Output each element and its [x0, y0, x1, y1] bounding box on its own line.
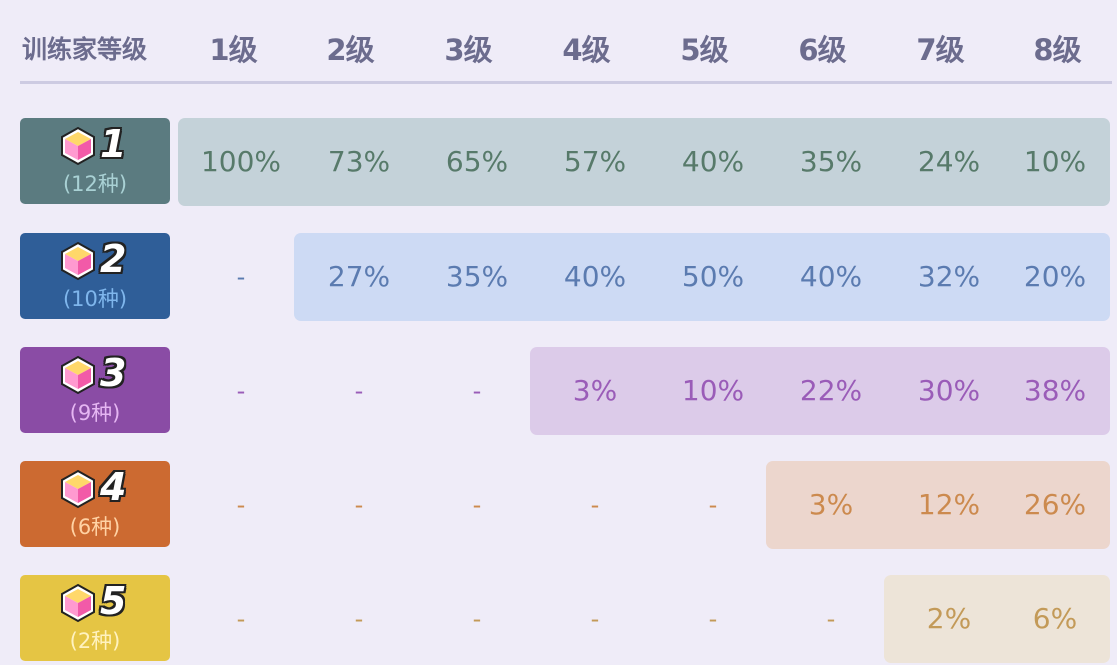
pink-gem-icon [61, 469, 95, 509]
tier-row: 2 (10种) - 27% 35% 40% 50% 40% 32% 20% [0, 233, 1117, 323]
probability-band [530, 347, 1110, 435]
pink-gem-icon [61, 241, 95, 281]
probability-cell: 65% [445, 145, 509, 178]
probability-cell: 3% [572, 374, 618, 407]
level-3-header: 3级 [444, 33, 492, 67]
header-divider [20, 81, 1112, 84]
probability-cell: 40% [799, 260, 863, 293]
tier-row: 1 (12种) 100% 73% 65% 57% 40% 35% 24% 10% [0, 118, 1117, 208]
probability-band [884, 575, 1110, 663]
probability-cell: - [354, 377, 364, 405]
probability-cell: 35% [799, 145, 863, 178]
probability-cell: 73% [327, 145, 391, 178]
trainer-level-label: 训练家等级 [22, 35, 148, 64]
probability-cell: 20% [1023, 260, 1087, 293]
probability-cell: - [472, 491, 482, 519]
probability-cell: 40% [563, 260, 627, 293]
probability-cell: 2% [926, 602, 972, 635]
probability-band [294, 233, 1110, 321]
probability-cell: - [236, 377, 246, 405]
probability-cell: - [236, 263, 246, 291]
pink-gem-icon [61, 355, 95, 395]
tier-badge: 2 (10种) [20, 233, 170, 319]
probability-cell: - [590, 605, 600, 633]
tier-species-count: (10种) [62, 287, 128, 311]
tier-row: 4 (6种) - - - - - 3% 12% 26% [0, 461, 1117, 551]
probability-cell: 12% [917, 488, 981, 521]
probability-cell: 100% [200, 145, 282, 178]
tier-badge: 5 (2种) [20, 575, 170, 661]
probability-cell: - [708, 491, 718, 519]
tier-number: 2 [100, 237, 127, 281]
probability-cell: - [472, 377, 482, 405]
pink-gem-icon [61, 583, 95, 623]
probability-cell: - [472, 605, 482, 633]
probability-band [766, 461, 1110, 549]
probability-cell: 6% [1032, 602, 1078, 635]
level-5-header: 5级 [680, 33, 728, 67]
tier-number: 3 [100, 351, 127, 395]
level-6-header: 6级 [798, 33, 846, 67]
tier-number: 4 [100, 465, 127, 509]
probability-cell: - [708, 605, 718, 633]
level-2-header: 2级 [326, 33, 374, 67]
probability-cell: - [354, 491, 364, 519]
level-4-header: 4级 [562, 33, 610, 67]
probability-cell: 50% [681, 260, 745, 293]
probability-cell: 10% [681, 374, 745, 407]
probability-cell: 26% [1023, 488, 1087, 521]
tier-badge: 4 (6种) [20, 461, 170, 547]
probability-cell: 32% [917, 260, 981, 293]
tier-badge: 1 (12种) [20, 118, 170, 204]
probability-cell: 3% [808, 488, 854, 521]
tier-row: 5 (2种) - - - - - - 2% 6% [0, 575, 1117, 665]
tier-species-count: (2种) [69, 629, 121, 653]
probability-cell: 24% [917, 145, 981, 178]
probability-cell: 22% [799, 374, 863, 407]
probability-cell: 35% [445, 260, 509, 293]
tier-species-count: (12种) [62, 172, 128, 196]
level-8-header: 8级 [1033, 33, 1081, 67]
tier-species-count: (9种) [69, 401, 121, 425]
probability-cell: - [826, 605, 836, 633]
probability-cell: - [354, 605, 364, 633]
tier-badge: 3 (9种) [20, 347, 170, 433]
level-1-header: 1级 [209, 33, 257, 67]
table-header: 训练家等级 1级 2级 3级 4级 5级 6级 7级 8级 [0, 0, 1117, 80]
tier-number: 1 [100, 122, 127, 166]
pink-gem-icon [61, 126, 95, 166]
probability-cell: - [236, 491, 246, 519]
probability-cell: - [590, 491, 600, 519]
probability-cell: 30% [917, 374, 981, 407]
tier-number: 5 [100, 579, 127, 623]
probability-cell: 27% [327, 260, 391, 293]
tier-species-count: (6种) [69, 515, 121, 539]
probability-cell: 38% [1023, 374, 1087, 407]
probability-cell: 57% [563, 145, 627, 178]
probability-cell: 40% [681, 145, 745, 178]
level-7-header: 7级 [916, 33, 964, 67]
probability-cell: - [236, 605, 246, 633]
probability-band [178, 118, 1110, 206]
tier-row: 3 (9种) - - - 3% 10% 22% 30% 38% [0, 347, 1117, 437]
probability-cell: 10% [1023, 145, 1087, 178]
